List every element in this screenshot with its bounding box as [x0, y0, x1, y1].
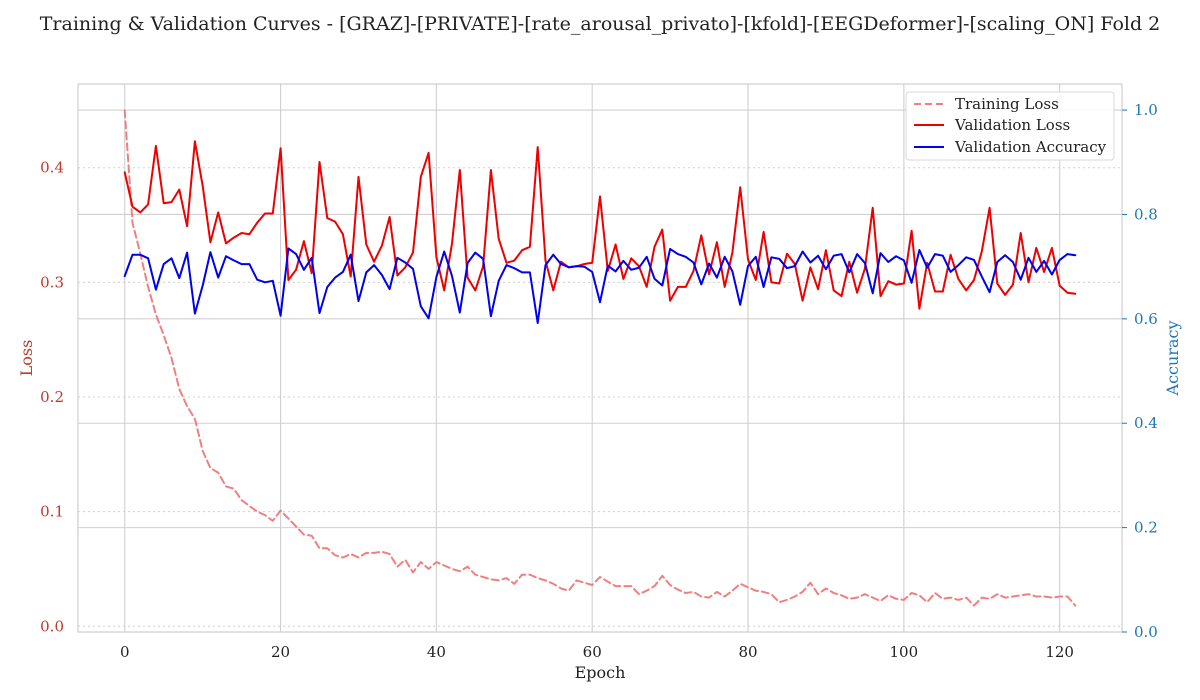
axis-ticks: 0 20 40 60 80 100 120 0.0 0.1 0.2 0.3 0.4 0.0 0.2 0.4 0…	[40, 101, 1158, 661]
plot-frame	[77, 83, 1123, 633]
series-line-validation-loss	[123, 140, 1077, 310]
grid	[78, 84, 1122, 633]
series-line-validation-accuracy	[123, 247, 1077, 324]
x-tick-label: 40	[427, 643, 446, 661]
x-tick-label: 60	[583, 643, 602, 661]
series-line-training-loss	[123, 109, 1077, 607]
y-left-tick-label: 0.3	[40, 273, 64, 291]
y-left-tick-label: 0.1	[40, 503, 64, 521]
y-left-tick-label: 0.2	[40, 388, 64, 406]
y-left-tick-label: 0.0	[40, 617, 64, 635]
x-tick-label: 120	[1045, 643, 1074, 661]
chart-title: Training & Validation Curves - [GRAZ]-[P…	[40, 13, 1161, 35]
y-right-tick-label: 0.2	[1134, 519, 1158, 537]
y-axis-left-label: Loss	[17, 340, 36, 377]
x-tick-label: 20	[271, 643, 290, 661]
legend-box	[905, 91, 1115, 161]
x-tick-label: 100	[890, 643, 919, 661]
legend-label-validation-accuracy: Validation Accuracy	[954, 138, 1107, 156]
x-tick-label: 0	[120, 643, 130, 661]
series-lines	[123, 109, 1077, 607]
y-right-tick-label: 0.4	[1134, 414, 1158, 432]
legend-label-validation-loss: Validation Loss	[954, 116, 1070, 134]
y-right-tick-label: 0.8	[1134, 205, 1158, 223]
legend-label-training-loss: Training Loss	[955, 95, 1059, 113]
x-axis-label: Epoch	[575, 663, 626, 682]
y-right-tick-label: 0.0	[1134, 623, 1158, 641]
y-right-tick-label: 1.0	[1134, 101, 1158, 119]
y-axis-right-label: Accuracy	[1163, 321, 1182, 397]
x-tick-label: 80	[738, 643, 757, 661]
y-right-tick-label: 0.6	[1134, 310, 1158, 328]
legend: Training Loss Validation Loss Validation…	[905, 91, 1115, 161]
y-left-tick-label: 0.4	[40, 159, 64, 177]
